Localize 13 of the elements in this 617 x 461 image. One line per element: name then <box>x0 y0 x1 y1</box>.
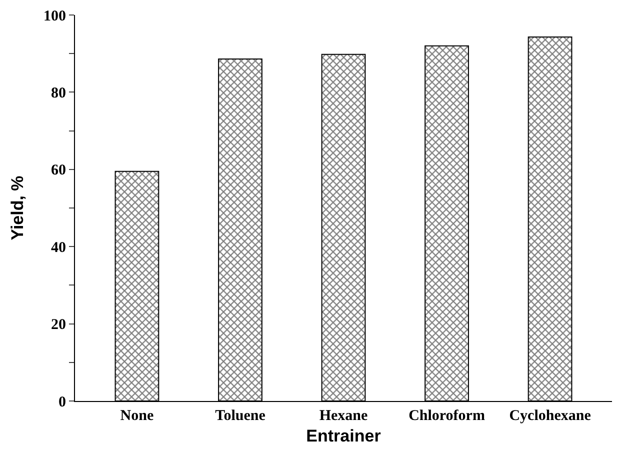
x-axis-title: Entrainer <box>306 426 382 446</box>
x-tick-label: Toluene <box>215 408 266 424</box>
x-tick-label: Hexane <box>319 408 368 424</box>
x-tick-label: Chloroform <box>408 408 486 424</box>
y-tick-label: 0 <box>58 394 66 410</box>
y-tick-label: 100 <box>44 8 66 24</box>
y-axis-title: Yield, % <box>8 176 28 240</box>
y-tick-label: 60 <box>51 162 66 179</box>
x-tick-label: Cyclohexane <box>509 408 592 424</box>
y-tick-label: 20 <box>51 317 66 334</box>
y-tick-label: 80 <box>51 85 66 102</box>
x-tick-label: None <box>120 408 154 424</box>
y-tick-label: 40 <box>51 240 66 256</box>
